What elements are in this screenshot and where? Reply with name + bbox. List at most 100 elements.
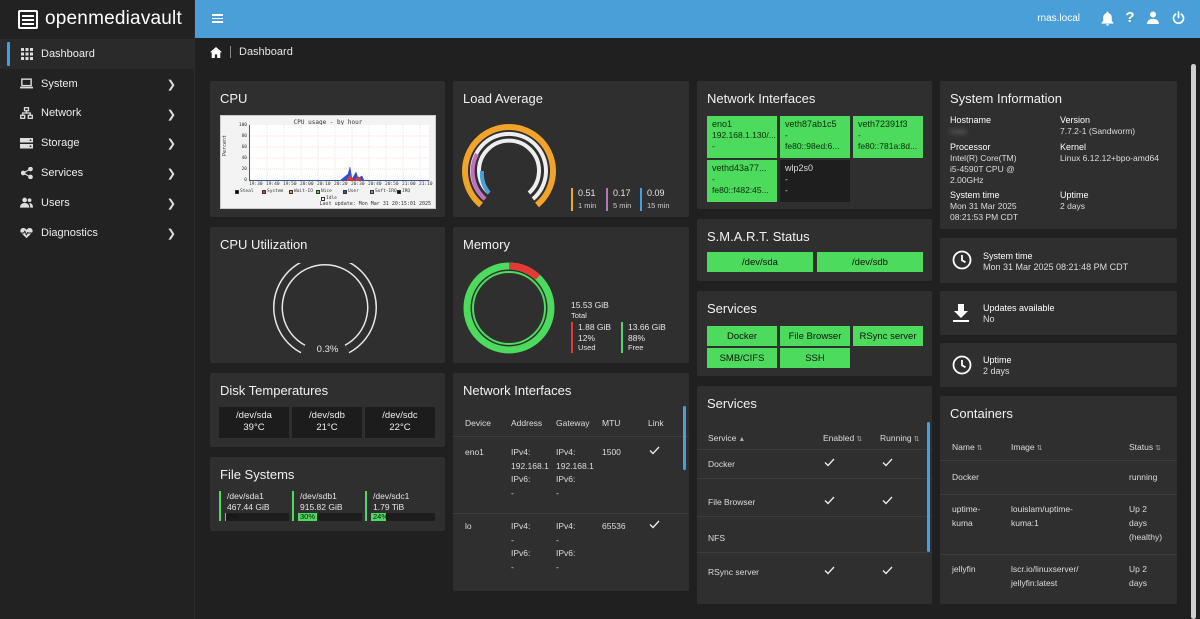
card-title: Disk Temperatures xyxy=(220,383,329,398)
disk-temp-value: 39°C xyxy=(243,422,265,434)
chevron-right-icon: ❯ xyxy=(166,197,176,210)
user-icon[interactable] xyxy=(1146,11,1160,27)
filesystem-tile: /dev/sdc1 1.79 TiB 24% xyxy=(365,491,435,521)
column-header-address[interactable]: Address xyxy=(511,418,543,428)
sidebar-item-users[interactable]: Users ❯ xyxy=(0,188,194,218)
graph-x-tick: 20:40 xyxy=(368,182,382,187)
memory-total: 15.53 GiB Total xyxy=(571,300,609,321)
top-bar: rnas.local ? xyxy=(195,0,1200,38)
cpu-utilization-widget: CPU Utilization 0.3% xyxy=(210,227,445,363)
system-time-value: Mon 31 Mar 2025 08:21:53 PM CDT xyxy=(950,201,1019,223)
smart-status-sda[interactable]: /dev/sda xyxy=(707,252,813,272)
filesystem-usage-bar: 24% xyxy=(371,512,435,521)
cell-status: Up 2 days xyxy=(1129,564,1147,589)
breadcrumb-separator xyxy=(230,46,231,58)
table-scrollbar[interactable] xyxy=(927,422,930,552)
graph-x-tick: 20:30 xyxy=(351,182,365,187)
filesystem-usage-percent: 30% xyxy=(300,512,316,521)
graph-title: CPU usage - by hour xyxy=(293,119,363,126)
home-icon[interactable] xyxy=(210,46,222,58)
load-15min: 0.09 15 min xyxy=(640,188,670,212)
column-header-name[interactable]: Name ⇅ xyxy=(952,442,983,452)
interface-tile-vethd43a77[interactable]: vethd43a77... - fe80::f482:45... xyxy=(707,160,777,202)
hamburger-menu-icon[interactable] xyxy=(212,14,223,23)
sidebar-item-network[interactable]: Network ❯ xyxy=(0,99,194,129)
sidebar-item-system[interactable]: System ❯ xyxy=(0,69,194,99)
column-header-image[interactable]: Image ⇅ xyxy=(1011,442,1043,452)
interface-tile-veth87ab1c5[interactable]: veth87ab1c5- fe80::98ed:6... xyxy=(780,116,850,158)
breadcrumb: Dashboard xyxy=(210,45,293,59)
load-label: 15 min xyxy=(647,200,670,210)
breadcrumb-current: Dashboard xyxy=(239,46,293,58)
cell-name: uptime-kuma xyxy=(952,504,981,529)
load-value: 0.51 xyxy=(578,188,596,198)
bell-icon[interactable] xyxy=(1100,11,1114,27)
page-scrollbar-track[interactable] xyxy=(1191,64,1196,619)
column-header-mtu[interactable]: MTU xyxy=(602,418,621,428)
card-title: Network Interfaces xyxy=(707,91,816,106)
filesystem-tile: /dev/sdb1 915.82 GiB 30% xyxy=(292,491,362,521)
column-header-gateway[interactable]: Gateway xyxy=(556,418,590,428)
filesystem-device: /dev/sdb1 xyxy=(300,491,337,501)
service-chip-smb-cifs[interactable]: SMB/CIFS xyxy=(707,348,777,368)
power-icon[interactable] xyxy=(1171,11,1185,27)
sidebar-item-services[interactable]: Services ❯ xyxy=(0,158,194,188)
sort-asc-icon: ▲ xyxy=(738,436,746,443)
brand[interactable]: openmediavault xyxy=(0,0,194,38)
column-header-link[interactable]: Link xyxy=(648,418,664,428)
column-header-running[interactable]: Running ⇅ xyxy=(880,433,920,443)
sidebar-item-diagnostics[interactable]: Diagnostics ❯ xyxy=(0,218,194,248)
column-header-enabled[interactable]: Enabled ⇅ xyxy=(823,433,863,443)
filesystem-size: 1.79 TiB xyxy=(373,501,405,512)
service-chip-ssh[interactable]: SSH xyxy=(780,348,850,368)
column-header-device[interactable]: Device xyxy=(465,418,491,428)
graph-y-tick: 80 xyxy=(241,134,247,139)
memory-used-value: 1.88 GiB xyxy=(578,322,612,332)
filesystem-usage-fill xyxy=(371,513,387,521)
openmediavault-logo-icon xyxy=(18,9,38,29)
link-up-check-icon xyxy=(649,520,660,534)
disk-temp-device: /dev/sdb xyxy=(309,410,345,421)
graph-legend-item: Steal xyxy=(235,189,254,194)
load-value: 0.09 xyxy=(647,188,665,198)
disk-temp-tile: /dev/sdc 22°C xyxy=(365,407,435,438)
smart-status-sdb[interactable]: /dev/sdb xyxy=(817,252,923,272)
graph-x-tick: 19:40 xyxy=(266,182,280,187)
cell-image: louislam/uptime-kuma:1 xyxy=(1011,504,1073,529)
sidebar-item-dashboard[interactable]: Dashboard xyxy=(0,39,194,69)
filesystem-usage-bar: 30% xyxy=(298,512,362,521)
sidebar-item-storage[interactable]: Storage ❯ xyxy=(0,128,194,158)
load-1min: 0.51 1 min xyxy=(571,188,596,212)
kernel-value: Linux 6.12.12+bpo-amd64 xyxy=(1060,153,1160,163)
version-label: Version xyxy=(1060,115,1091,125)
sort-icon: ⇅ xyxy=(856,436,863,443)
service-chip-file-browser[interactable]: File Browser xyxy=(780,326,850,346)
cpu-widget: CPU CPU usage - by hour Percent 100 80 60 4… xyxy=(210,81,445,217)
interface-tile-wlp2s0[interactable]: wlp2s0- - xyxy=(780,160,850,202)
card-title: Containers xyxy=(950,406,1013,421)
sidebar-item-label: System xyxy=(41,77,78,90)
memory-free-percent: 88% xyxy=(628,332,646,343)
graph-legend-item: Soft-IRQ xyxy=(370,189,397,194)
system-time-widget: System time Mon 31 Mar 2025 08:21:48 PM … xyxy=(940,238,1177,283)
column-header-service[interactable]: Service ▲ xyxy=(708,433,746,443)
interface-tile-eno1[interactable]: eno1 192.168.1.130/... - xyxy=(707,116,777,158)
service-chip-docker[interactable]: Docker xyxy=(707,326,777,346)
sidebar-item-label: Users xyxy=(41,196,70,209)
network-icon xyxy=(20,107,33,120)
help-icon[interactable]: ? xyxy=(1125,9,1135,26)
column-header-status[interactable]: Status ⇅ xyxy=(1129,442,1161,452)
app-title: openmediavault xyxy=(45,8,182,29)
filesystem-usage-bar: 2% xyxy=(225,512,289,521)
download-icon xyxy=(952,303,970,328)
laptop-icon xyxy=(20,77,33,90)
card-title: Services xyxy=(707,396,757,411)
filesystem-usage-fill xyxy=(225,513,227,521)
memory-used: 1.88 GiB 12% Used xyxy=(571,322,611,353)
card-title: S.M.A.R.T. Status xyxy=(707,229,810,244)
interface-tile-veth72391f3[interactable]: veth72391f3- fe80::781a:8d... xyxy=(853,116,923,158)
network-interfaces-widget: Network Interfaces eno1 192.168.1.130/...… xyxy=(697,81,932,209)
page-scrollbar-thumb[interactable] xyxy=(1191,64,1196,619)
table-scrollbar[interactable] xyxy=(683,406,686,470)
service-chip-rsync-server[interactable]: RSync server xyxy=(853,326,923,346)
